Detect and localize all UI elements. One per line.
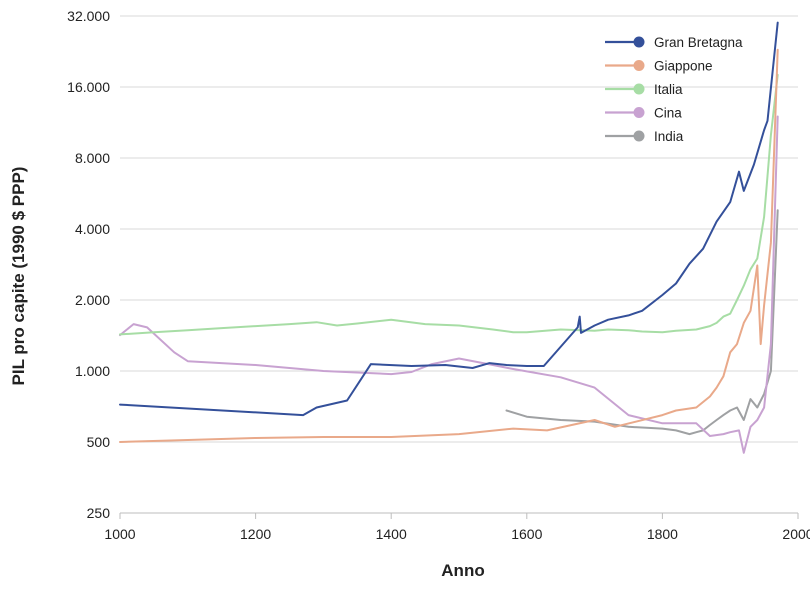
y-tick-label: 1.000 [75,363,110,379]
series-line-giappone [119,48,779,443]
legend-marker [633,83,645,95]
gridlines [120,15,798,514]
x-tick-label: 1400 [376,526,407,542]
y-tick-label: 32.000 [67,8,110,24]
y-tick-label: 250 [87,505,111,521]
legend: Gran Bretagna Giappone Italia Cina India [605,35,743,144]
series-line-italia [119,73,779,336]
legend-label: Giappone [654,59,713,74]
legend-item: Gran Bretagna [605,35,743,50]
legend-item: Cina [605,106,682,121]
legend-item: Italia [605,82,683,97]
y-tick-label: 16.000 [67,79,110,95]
legend-label: India [654,129,684,144]
y-tick-label: 500 [87,434,111,450]
x-tick-label: 2000 [782,526,810,542]
legend-item: India [605,129,684,144]
y-tick-label: 8.000 [75,150,110,166]
series-line-cina [119,115,779,454]
series-lines [119,21,779,454]
x-tick-label: 1200 [240,526,271,542]
legend-marker [633,107,645,118]
legend-label: Italia [654,82,683,97]
legend-marker [633,130,645,142]
axes: 250 500 1.000 2.000 4.000 8.000 16.000 32.000 10… [67,8,810,542]
y-axis-title: PIL pro capite (1990 $ PPP) [9,167,28,386]
y-tick-label: 2.000 [75,292,110,308]
x-tick-label: 1800 [647,526,678,542]
x-axis-title: Anno [441,561,484,580]
legend-item: Giappone [605,59,713,74]
series-line-gran-bretagna [119,21,779,417]
legend-marker [633,60,645,71]
legend-label: Cina [654,106,682,121]
legend-marker [633,36,645,48]
legend-label: Gran Bretagna [654,35,743,50]
x-tick-label: 1600 [511,526,542,542]
x-tick-label: 1000 [104,526,135,542]
series-line-india [505,209,779,436]
y-tick-label: 4.000 [75,221,110,237]
